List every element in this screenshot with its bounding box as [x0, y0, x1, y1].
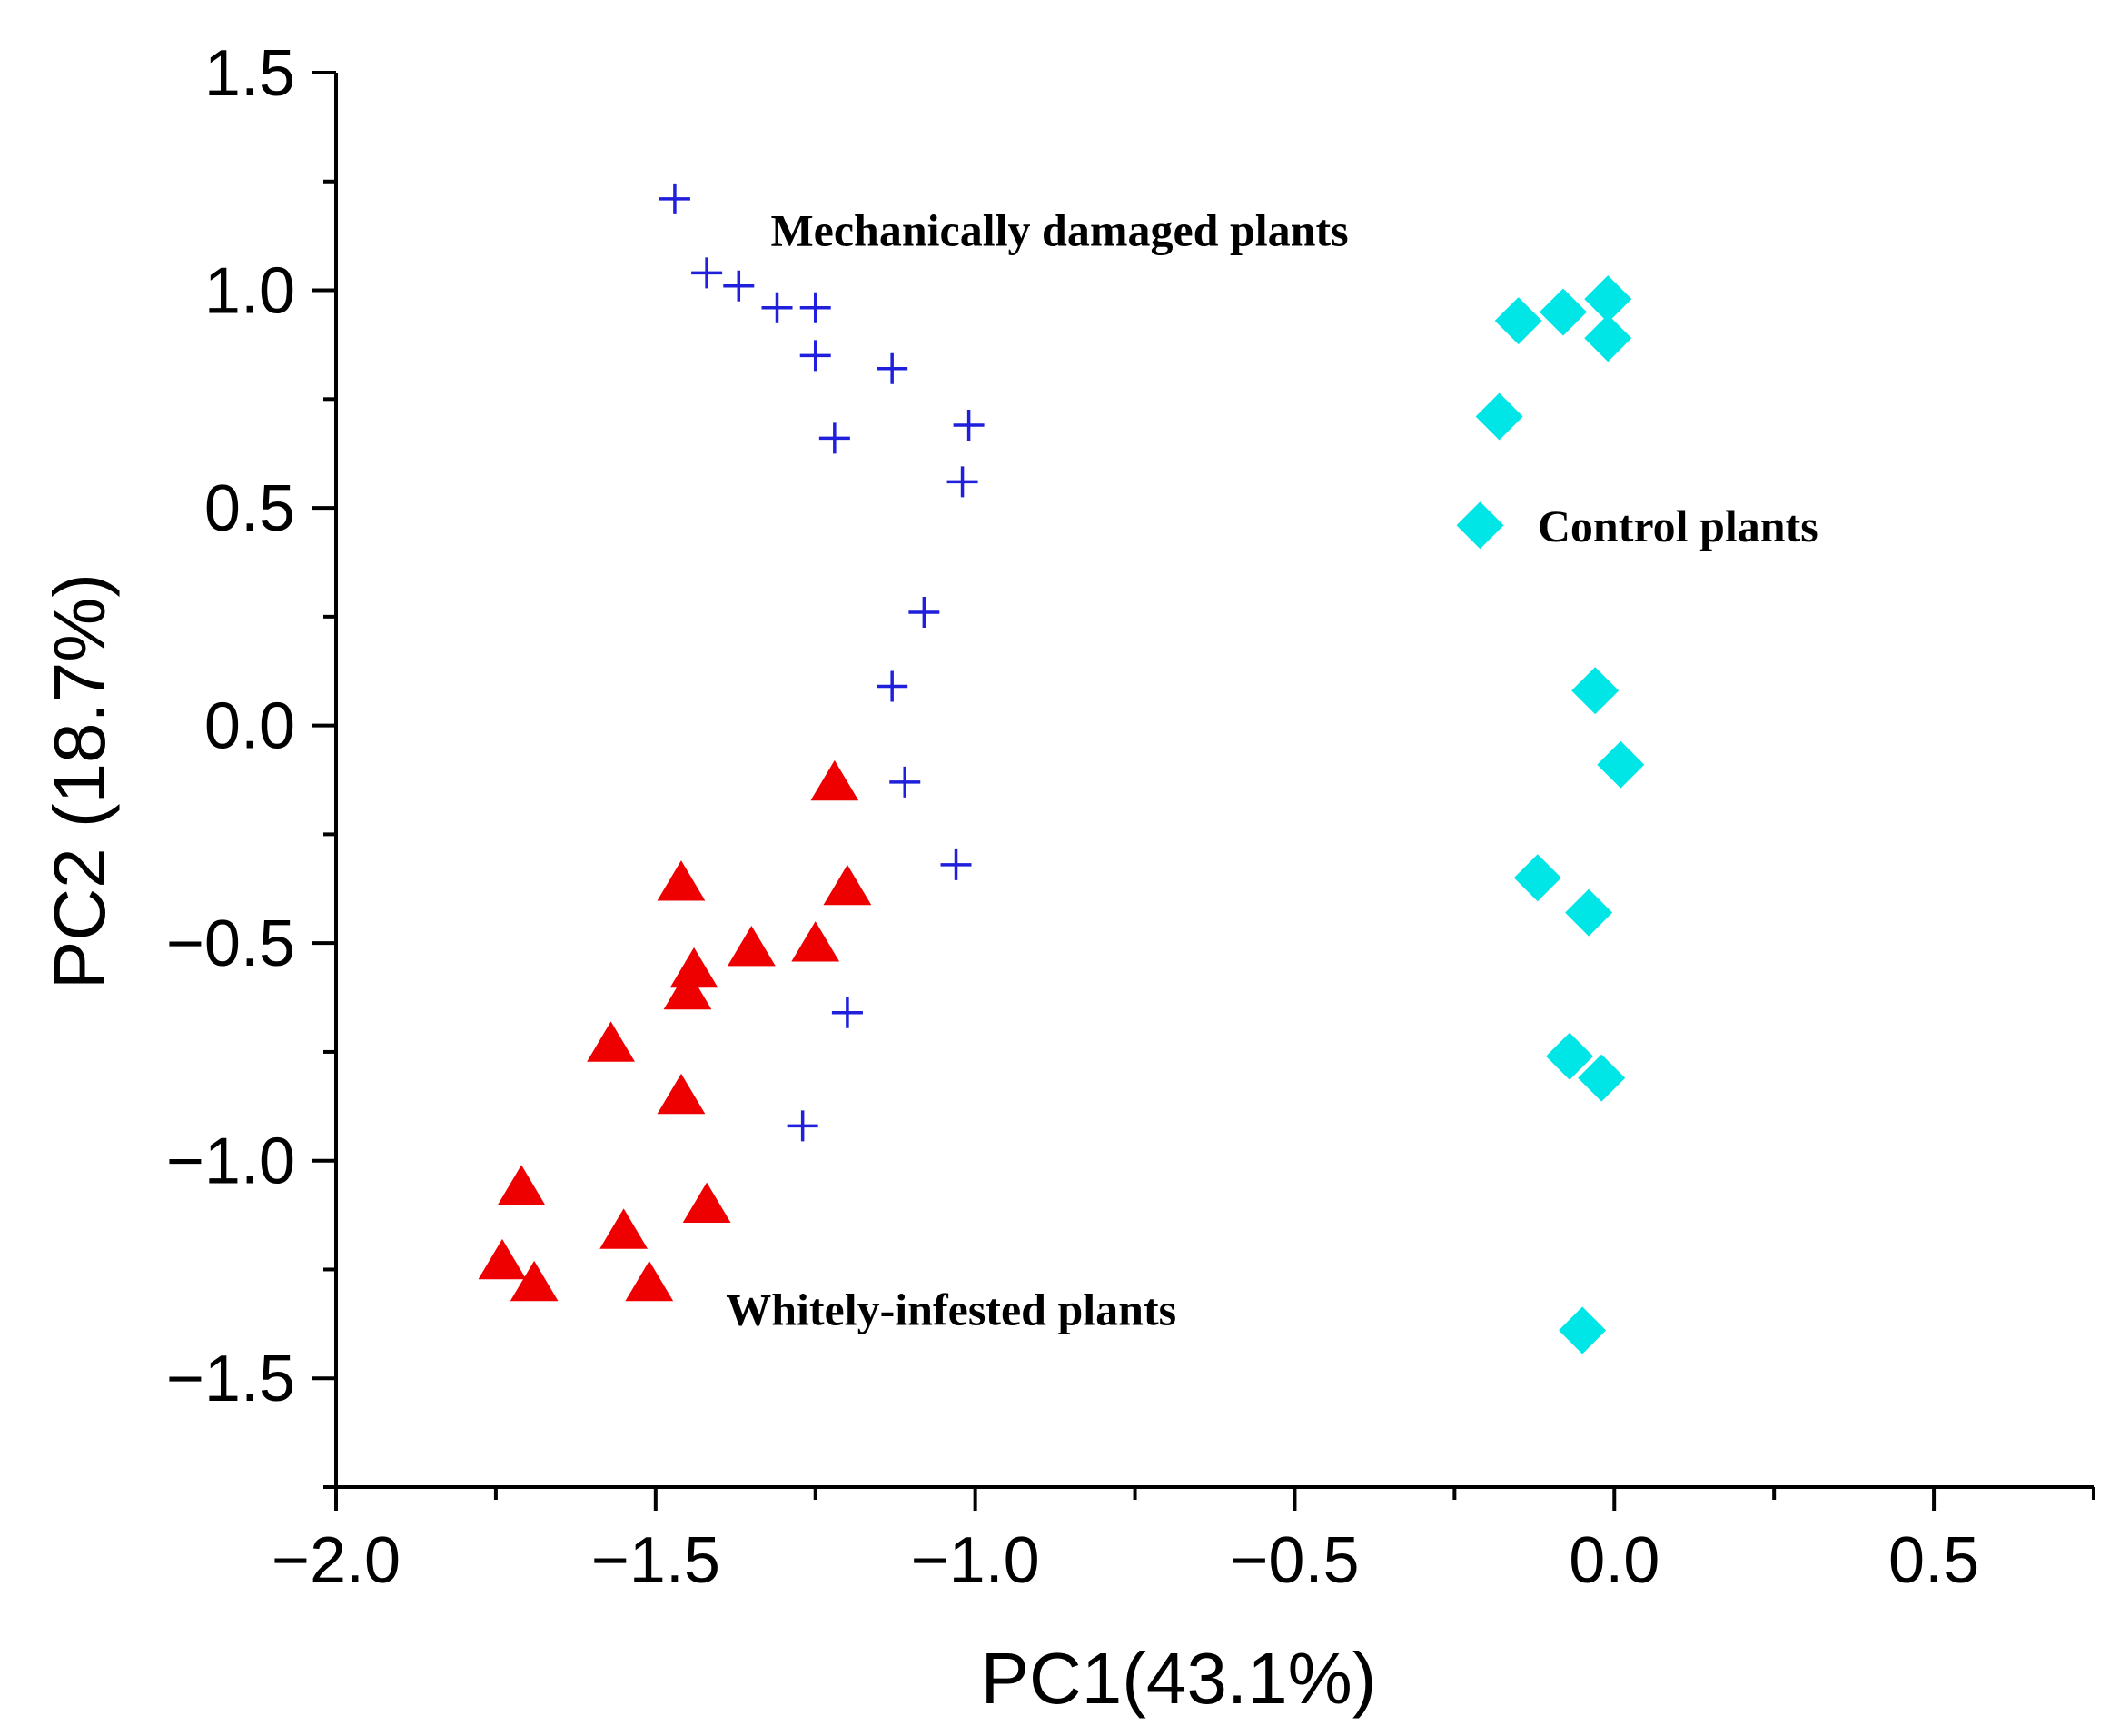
- diamond-point: [1559, 1306, 1607, 1354]
- diamond-point: [1565, 888, 1613, 937]
- diamond-point: [1456, 501, 1504, 550]
- y-axis-title: PC2 (18.7%): [39, 573, 120, 989]
- diamond-point: [1475, 392, 1523, 441]
- triangle-point: [791, 921, 840, 962]
- annotation-layer: Mechanically damaged plants Control plan…: [726, 204, 1818, 1334]
- x-tick-label: 0.0: [1569, 1524, 1659, 1597]
- x-ticks: −2.0 −1.5 −1.0 −0.5 0.0 0.5: [272, 1487, 2095, 1597]
- triangle-point: [810, 759, 859, 801]
- series-diamond: [1456, 275, 1645, 1354]
- triangle-point: [823, 864, 872, 906]
- series-plus: [659, 183, 985, 1142]
- plus-point: [691, 257, 723, 289]
- plus-point: [940, 848, 972, 880]
- triangle-point: [682, 1182, 731, 1223]
- y-tick-label: 0.5: [204, 472, 295, 545]
- annotation-whitefly-infested: Whitely-infested plants: [726, 1285, 1176, 1335]
- x-axis-title: PC1(43.1%): [981, 1638, 1377, 1719]
- triangle-point: [625, 1260, 674, 1302]
- triangle-point: [497, 1165, 546, 1205]
- y-tick-label: −1.5: [166, 1343, 295, 1415]
- y-tick-label: 1.5: [204, 37, 295, 110]
- diamond-point: [1546, 1032, 1594, 1080]
- points-layer: [478, 183, 1645, 1354]
- annotation-control: Control plants: [1538, 501, 1818, 551]
- plus-point: [889, 766, 921, 798]
- diamond-point: [1584, 275, 1632, 323]
- diamond-point: [1571, 667, 1620, 715]
- plus-point: [761, 292, 793, 323]
- plus-point: [723, 270, 755, 302]
- plus-point: [818, 422, 850, 454]
- y-ticks: 1.5 1.0 0.5 0.0 −0.5 −1.0 −1.5: [166, 37, 336, 1489]
- triangle-point: [657, 860, 706, 901]
- axes-layer: −2.0 −1.5 −1.0 −0.5 0.0 0.5 1.51.00.50.0−0.5−…: [166, 37, 2095, 1597]
- annotation-mechanically-damaged: Mechanically damaged plants: [770, 204, 1348, 255]
- triangle-point: [727, 925, 776, 967]
- triangle-point: [478, 1238, 527, 1280]
- y-tick-label: 1.0: [204, 255, 295, 328]
- plus-point: [787, 1110, 818, 1142]
- plus-point: [659, 183, 690, 214]
- diamond-point: [1578, 1054, 1626, 1102]
- triangle-point: [657, 1073, 706, 1115]
- x-tick-label: −0.5: [1230, 1524, 1359, 1597]
- x-tick-label: −1.5: [591, 1524, 720, 1597]
- diamond-point: [1494, 297, 1542, 345]
- triangle-point: [669, 947, 718, 988]
- plus-point: [877, 352, 908, 384]
- y-tick-label: −1.0: [166, 1126, 295, 1198]
- series-triangle: [478, 759, 872, 1302]
- plus-point: [831, 997, 863, 1028]
- x-tick-label: 0.5: [1888, 1524, 1979, 1597]
- triangle-point: [663, 968, 712, 1010]
- plus-point: [908, 597, 940, 629]
- plus-point: [946, 466, 978, 498]
- plus-point: [953, 410, 985, 441]
- diamond-point: [1597, 740, 1645, 789]
- y-tick-label: 0.0: [204, 690, 295, 763]
- diamond-point: [1584, 314, 1632, 362]
- triangle-point: [587, 1021, 635, 1062]
- x-tick-label: −1.0: [911, 1524, 1040, 1597]
- diamond-point: [1513, 854, 1561, 902]
- diamond-point: [1539, 288, 1587, 336]
- triangle-point: [599, 1208, 649, 1249]
- x-tick-label: −2.0: [272, 1524, 401, 1597]
- triangle-point: [510, 1260, 559, 1302]
- y-tick-label: −0.5: [166, 908, 295, 980]
- plus-point: [799, 340, 831, 372]
- plus-point: [877, 670, 908, 702]
- plus-point: [799, 292, 831, 323]
